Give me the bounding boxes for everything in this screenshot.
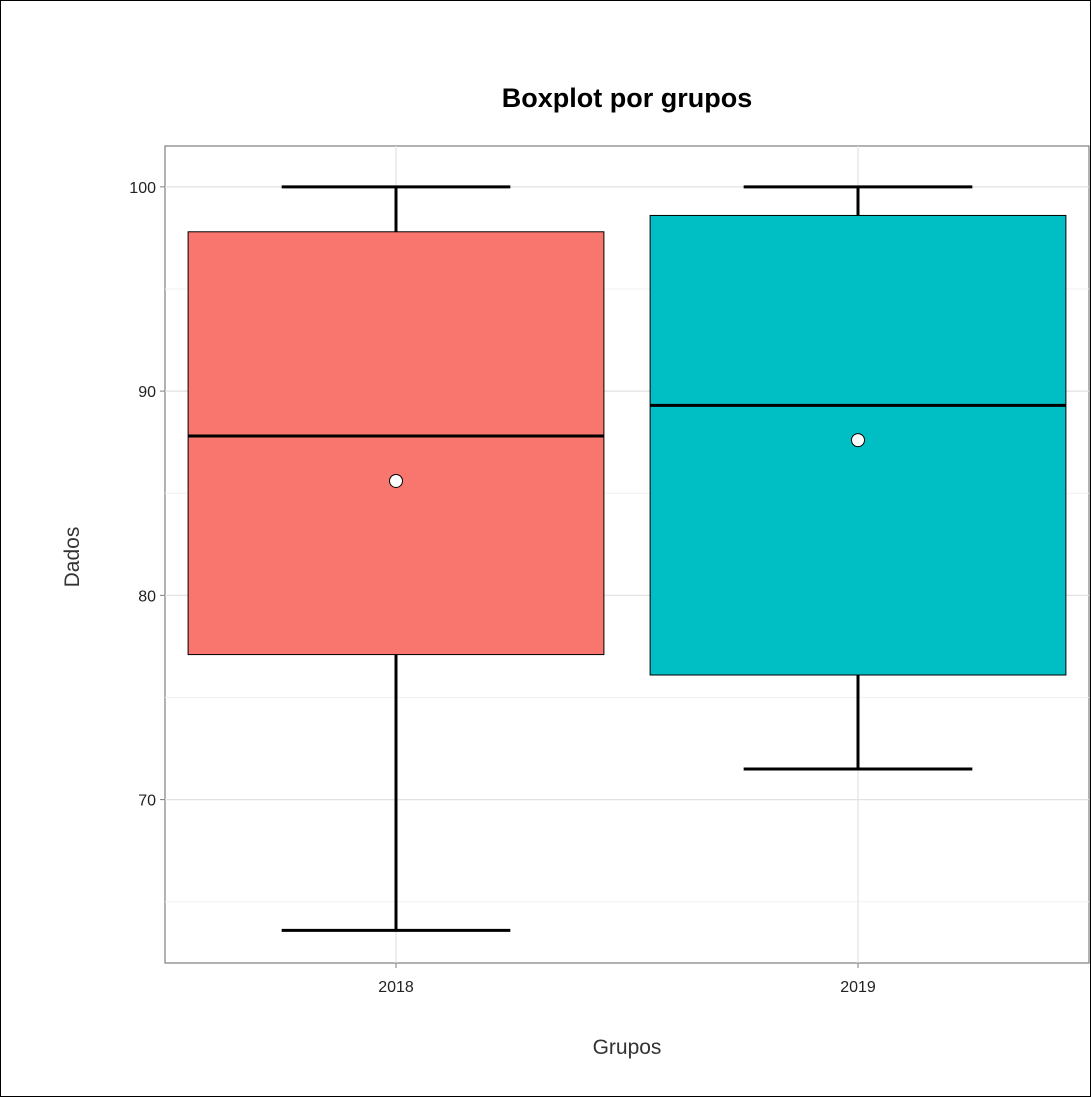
y-tick-label: 90 (138, 384, 156, 401)
y-tick-label: 100 (129, 180, 156, 197)
x-tick-label: 2018 (378, 979, 414, 996)
y-axis-ticks: 70 80 90 100 (129, 180, 165, 810)
y-axis-label: Dados (61, 527, 84, 588)
box-group-2019 (649, 185, 1067, 771)
x-axis-ticks: 2018 2019 (378, 963, 876, 996)
chart-title: Boxplot por grupos (502, 83, 752, 113)
y-tick-label: 70 (138, 793, 156, 810)
x-tick-label: 2019 (840, 979, 876, 996)
box-body (187, 231, 605, 656)
y-tick-label: 80 (138, 588, 156, 605)
boxes (187, 185, 1067, 932)
mean-point (389, 473, 403, 488)
mean-point (851, 433, 865, 448)
box-group-2018 (187, 185, 605, 932)
x-axis-label: Grupos (593, 1036, 662, 1059)
